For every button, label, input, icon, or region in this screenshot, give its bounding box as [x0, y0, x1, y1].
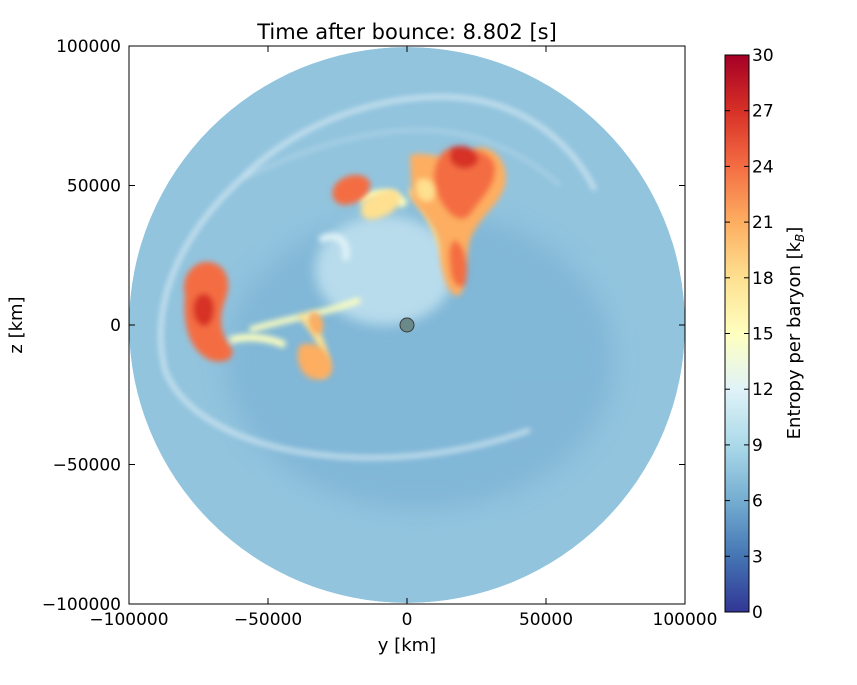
x-tick-label: 50000	[519, 610, 573, 630]
colorbar-tick-label: 12	[752, 380, 774, 400]
x-axis-label: y [km]	[378, 635, 436, 656]
colorbar-tick-label: 21	[752, 213, 774, 233]
compact-remnant	[399, 317, 415, 333]
colorbar-tick-label: 15	[752, 325, 774, 345]
x-tick-label: −50000	[234, 610, 302, 630]
colorbar-tick-label: 24	[752, 157, 774, 177]
colorbar-tick-label: 3	[752, 547, 763, 567]
y-tick-label: 50000	[67, 177, 121, 197]
y-tick-label: −100000	[42, 595, 121, 615]
colorbar-tick-label: 30	[752, 46, 774, 66]
x-tick-label: 100000	[653, 610, 718, 630]
colorbar-label: Entropy per baryon [kB]	[784, 227, 807, 440]
plot-area	[128, 45, 686, 605]
upper-left-blob	[332, 174, 401, 220]
x-tick-label: −100000	[89, 610, 168, 630]
upper-right-plume	[410, 145, 506, 296]
colorbar-label-subscript: B	[793, 234, 807, 242]
y-tick-label: 100000	[56, 37, 121, 57]
entropy-field	[129, 47, 685, 603]
colorbar-tick-label: 9	[752, 436, 763, 456]
colorbar-tick-label: 6	[752, 492, 763, 512]
colorbar-ticks: 0 3 6 9 12 15 18 21 24 27 30	[725, 46, 774, 623]
y-axis-ticks: −100000 −50000 0 50000 100000	[42, 37, 685, 615]
left-lobe	[184, 261, 287, 362]
colorbar: 0 3 6 9 12 15 18 21 24 27 30 Entropy per baryon [k…	[724, 46, 807, 623]
central-turbulence	[315, 215, 455, 325]
y-tick-label: −50000	[53, 456, 121, 476]
y-axis-label: z [km]	[6, 296, 27, 353]
lower-middle-blobs	[297, 311, 333, 380]
shock-fronts	[158, 94, 597, 460]
colorbar-tick-label: 27	[752, 102, 774, 122]
colorbar-tick-label: 0	[752, 603, 763, 623]
colorbar-tick-label: 18	[752, 269, 774, 289]
x-tick-label: 0	[402, 610, 413, 630]
y-tick-label: 0	[110, 316, 121, 336]
chart-title: Time after bounce: 8.802 [s]	[256, 20, 557, 44]
x-axis-ticks: −100000 −50000 0 50000 100000	[89, 46, 717, 630]
